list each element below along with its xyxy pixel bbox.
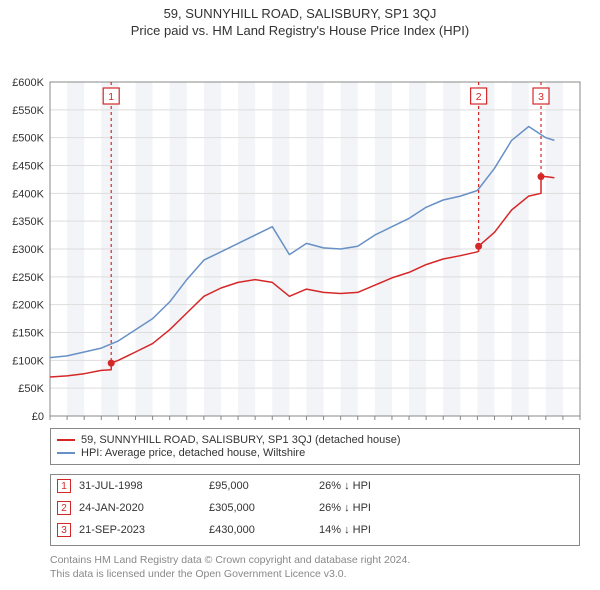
attribution: Contains HM Land Registry data © Crown c…	[50, 554, 410, 581]
attribution-line: Contains HM Land Registry data © Crown c…	[50, 554, 410, 568]
marker-date: 21-SEP-2023	[79, 524, 209, 536]
svg-text:3: 3	[538, 91, 544, 103]
chart-title-address: 59, SUNNYHILL ROAD, SALISBURY, SP1 3QJ	[0, 6, 600, 21]
svg-text:£50K: £50K	[18, 383, 44, 395]
svg-text:£200K: £200K	[12, 300, 44, 312]
svg-text:£550K: £550K	[12, 105, 44, 117]
marker-badge: 1	[57, 479, 71, 493]
marker-row: 2 24-JAN-2020 £305,000 26% ↓ HPI	[51, 497, 579, 519]
legend-item: HPI: Average price, detached house, Wilt…	[57, 447, 573, 459]
svg-text:£300K: £300K	[12, 244, 44, 256]
legend-swatch	[57, 452, 75, 454]
svg-text:2: 2	[476, 91, 482, 103]
svg-text:£600K: £600K	[12, 77, 44, 89]
price-vs-hpi-chart: £0 £50K £100K £150K £200K £250K £300K £350K £400…	[0, 38, 600, 422]
marker-delta: 14% ↓ HPI	[319, 524, 429, 536]
legend: 59, SUNNYHILL ROAD, SALISBURY, SP1 3QJ (…	[50, 428, 580, 465]
legend-item: 59, SUNNYHILL ROAD, SALISBURY, SP1 3QJ (…	[57, 434, 573, 446]
markers-table: 1 31-JUL-1998 £95,000 26% ↓ HPI 2 24-JAN…	[50, 474, 580, 546]
marker-badge: 2	[57, 501, 71, 515]
legend-label: 59, SUNNYHILL ROAD, SALISBURY, SP1 3QJ (…	[81, 434, 401, 446]
legend-label: HPI: Average price, detached house, Wilt…	[81, 447, 305, 459]
svg-text:1: 1	[108, 91, 114, 103]
marker-row: 3 21-SEP-2023 £430,000 14% ↓ HPI	[51, 519, 579, 541]
svg-text:£0: £0	[32, 411, 44, 422]
svg-text:£150K: £150K	[12, 328, 44, 340]
marker-badge: 3	[57, 523, 71, 537]
marker-delta: 26% ↓ HPI	[319, 502, 429, 514]
svg-text:£500K: £500K	[12, 133, 44, 145]
legend-swatch	[57, 439, 75, 441]
marker-date: 24-JAN-2020	[79, 502, 209, 514]
svg-text:£250K: £250K	[12, 272, 44, 284]
marker-price: £305,000	[209, 502, 319, 514]
attribution-line: This data is licensed under the Open Gov…	[50, 568, 410, 582]
marker-price: £95,000	[209, 480, 319, 492]
chart-title-subtitle: Price paid vs. HM Land Registry's House …	[0, 23, 600, 38]
svg-text:£100K: £100K	[12, 355, 44, 367]
marker-row: 1 31-JUL-1998 £95,000 26% ↓ HPI	[51, 475, 579, 497]
svg-text:£400K: £400K	[12, 188, 44, 200]
svg-text:£350K: £350K	[12, 216, 44, 228]
marker-delta: 26% ↓ HPI	[319, 480, 429, 492]
svg-text:£450K: £450K	[12, 161, 44, 173]
marker-date: 31-JUL-1998	[79, 480, 209, 492]
marker-price: £430,000	[209, 524, 319, 536]
